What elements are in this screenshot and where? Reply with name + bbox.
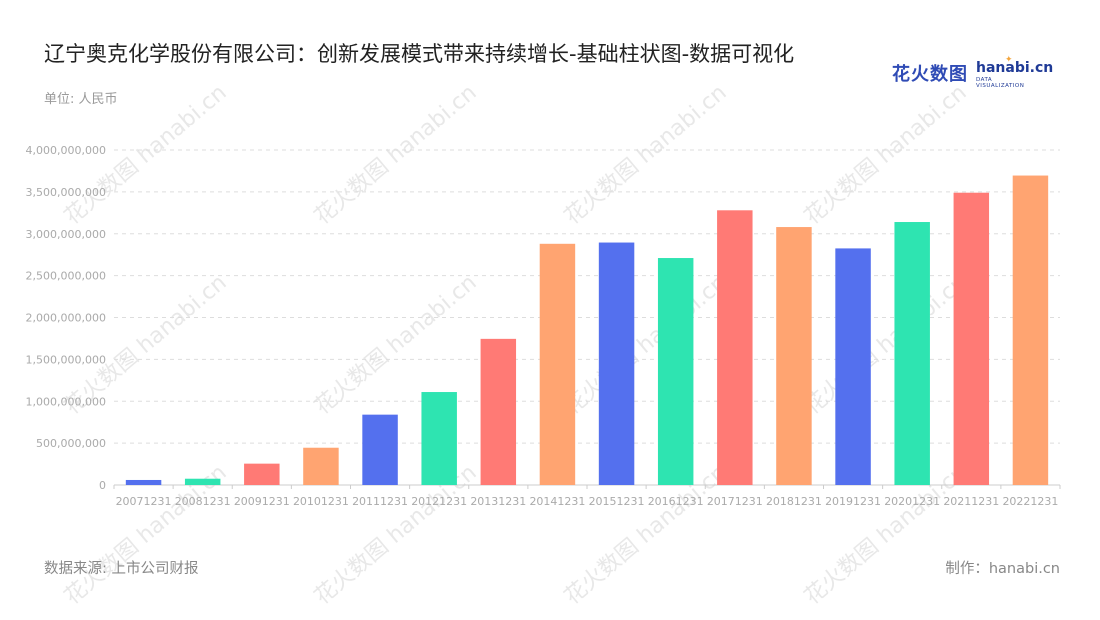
watermark-text: 花火数图 hanabi.cn (560, 270, 732, 420)
x-tick-label: 20071231 (116, 495, 172, 508)
y-tick-label: 2,500,000,000 (26, 270, 106, 283)
bar[interactable] (303, 447, 339, 485)
y-tick-label: 0 (99, 479, 106, 492)
watermark-text: 花火数图 hanabi.cn (800, 80, 972, 230)
x-tick-label: 20221231 (1002, 495, 1058, 508)
x-tick-label: 20131231 (470, 495, 526, 508)
bar[interactable] (539, 243, 576, 485)
hanabi-logo[interactable]: 花火数图 hanabi.cn DATA VISUALIZATION ✦ (892, 55, 1053, 89)
y-tick-label: 500,000,000 (36, 437, 106, 450)
bar[interactable] (184, 478, 221, 485)
y-tick-label: 3,000,000,000 (26, 228, 106, 241)
bar[interactable] (717, 210, 753, 486)
bar[interactable] (835, 248, 871, 485)
y-tick-label: 2,000,000,000 (26, 312, 106, 325)
bar[interactable] (894, 222, 930, 485)
y-tick-label: 4,000,000,000 (26, 144, 106, 157)
x-tick-label: 20191231 (825, 495, 881, 508)
x-tick-label: 20101231 (293, 495, 349, 508)
x-tick-label: 20081231 (175, 495, 231, 508)
bar[interactable] (244, 463, 280, 485)
x-tick-label: 20171231 (707, 495, 763, 508)
x-tick-label: 20211231 (943, 495, 999, 508)
logo-cn-text: 花火数图 (892, 64, 968, 85)
x-tick-label: 20141231 (529, 495, 585, 508)
bar[interactable] (598, 242, 635, 485)
bars-group (125, 175, 1049, 486)
logo-en-text: hanabi.cn (976, 60, 1054, 76)
watermark-text: 花火数图 hanabi.cn (560, 460, 732, 610)
credit: 制作：hanabi.cn (945, 561, 1060, 577)
bar[interactable] (1012, 175, 1049, 485)
bar[interactable] (480, 338, 517, 485)
unit-label: 单位: 人民币 (44, 92, 118, 107)
x-tick-label: 20181231 (766, 495, 822, 508)
x-axis: 20071231 20081231 20091231 20101231 20111231… (113, 485, 1061, 508)
x-tick-label: 20121231 (411, 495, 467, 508)
x-tick-label: 20201231 (884, 495, 940, 508)
x-tick-label: 20111231 (352, 495, 408, 508)
bar[interactable] (125, 479, 162, 485)
logo-spark-icon: ✦ (1005, 55, 1013, 65)
watermark-text: 花火数图 hanabi.cn (800, 460, 972, 610)
bar[interactable] (776, 227, 812, 486)
y-tick-label: 3,500,000,000 (26, 186, 106, 199)
bar[interactable] (362, 414, 398, 485)
bar[interactable] (657, 258, 694, 485)
bar[interactable] (421, 392, 457, 485)
watermark-text: 花火数图 hanabi.cn (800, 270, 972, 420)
chart-title: 辽宁奥克化学股份有限公司：创新发展模式带来持续增长-基础柱状图-数据可视化 (44, 42, 795, 66)
y-tick-label: 1,500,000,000 (26, 353, 106, 366)
x-tick-label: 20091231 (234, 495, 290, 508)
watermark-text: 花火数图 hanabi.cn (560, 80, 732, 230)
y-tick-label: 1,000,000,000 (26, 395, 106, 408)
y-axis: 0 500,000,000 1,000,000,000 1,500,000,000 2,… (26, 144, 106, 492)
bar[interactable] (953, 192, 990, 485)
watermark-text: 花火数图 hanabi.cn (310, 80, 482, 230)
logo-sub-text: DATA VISUALIZATION (976, 77, 1025, 89)
data-source: 数据来源: 上市公司财报 (44, 561, 199, 577)
x-tick-label: 20151231 (589, 495, 645, 508)
x-tick-label: 20161231 (648, 495, 704, 508)
